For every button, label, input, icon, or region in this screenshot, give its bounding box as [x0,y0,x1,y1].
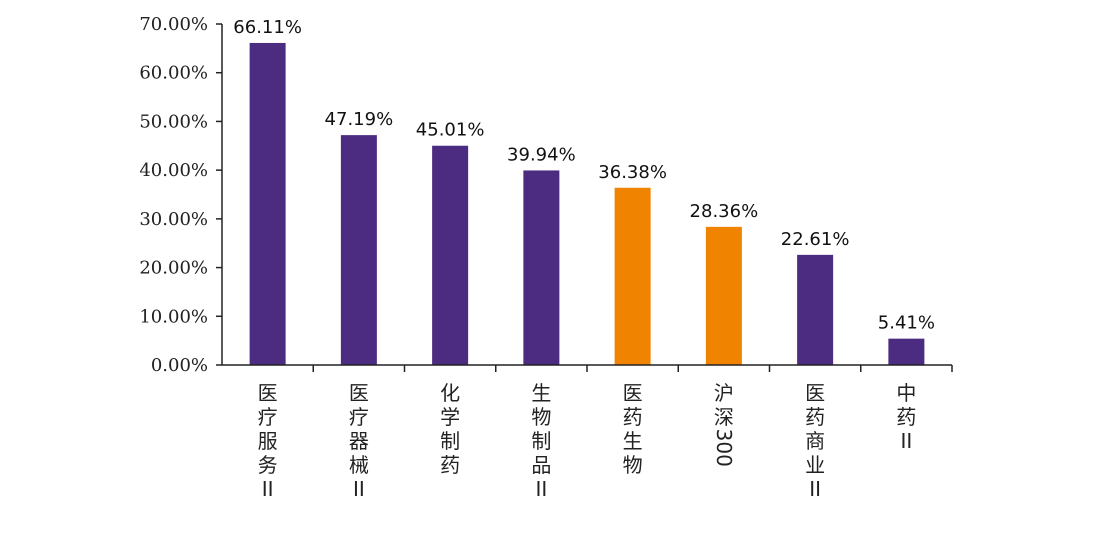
category-glyph: 制 [531,429,551,453]
category-glyph: 业 [805,453,825,477]
data-label: 66.11% [233,17,302,38]
category-glyph: 药 [896,405,916,429]
category-glyph: 中 [896,381,916,405]
y-tick-label: 30.00% [139,209,208,230]
y-tick-label: 10.00% [139,306,208,327]
category-glyph: 300 [712,429,736,467]
data-label: 36.38% [598,162,667,183]
bar [432,145,469,365]
category-label: 医疗器械II医疗器械II [349,381,369,501]
category-glyph: II [262,477,274,501]
y-axis-ticks: 0.00% 10.00% 20.00% 30.00% 40.00% 50.00% 60.00… [139,14,953,376]
category-glyph: 务 [258,453,278,477]
category-glyph: 服 [258,429,278,453]
category-glyph: 生 [623,429,643,453]
category-glyph: 化 [440,381,460,405]
y-tick-label: 60.00% [139,63,208,84]
data-label: 22.61% [781,229,850,250]
category-glyph: II [353,477,365,501]
data-label: 47.19% [325,109,394,130]
y-tick-label: 40.00% [139,160,208,181]
category-label: 医药生物医药生物 [623,381,643,477]
data-label: 39.94% [507,144,576,165]
data-label: 45.01% [416,120,485,141]
category-label: 中药II中药II [896,381,916,453]
bar [797,254,834,365]
category-labels: 医疗服务II医疗服务II医疗器械II医疗器械II化学制药化学制药生物制品II生物… [258,381,917,501]
category-glyph: 医 [805,381,825,405]
category-glyph: 制 [440,429,460,453]
category-label: 医疗服务II医疗服务II [258,381,278,501]
category-glyph: II [535,477,547,501]
category-glyph: 药 [805,405,825,429]
category-glyph: 医 [258,381,278,405]
bar [340,135,377,365]
category-label: 化学制药化学制药 [440,381,460,477]
category-glyph: 商 [805,429,825,453]
y-tick-label: 0.00% [151,355,208,376]
data-labels: 66.11% 47.19% 45.01% 39.94% 36.38% 28.36% 22.6… [233,17,935,334]
category-glyph: 学 [440,405,460,429]
category-glyph: 物 [531,405,551,429]
y-tick-label: 50.00% [139,111,208,132]
bar [705,226,742,365]
category-glyph: 深 [714,405,734,429]
bar [614,187,651,365]
category-glyph: 疗 [258,405,278,429]
category-glyph: 疗 [349,405,369,429]
category-glyph: 械 [349,453,369,477]
category-label: 沪深300沪深300 [712,381,736,467]
bars [249,42,925,365]
category-glyph: II [900,429,912,453]
category-glyph: 医 [349,381,369,405]
data-label: 5.41% [878,313,935,334]
category-label: 生物制品II生物制品II [531,381,551,501]
category-glyph: 沪 [714,381,734,405]
y-tick-label: 70.00% [139,14,208,35]
data-label: 28.36% [690,201,759,222]
y-tick-label: 20.00% [139,258,208,279]
category-glyph: 生 [531,381,551,405]
category-glyph: 医 [623,381,643,405]
bar [249,42,286,365]
category-glyph: 药 [623,405,643,429]
category-glyph: 物 [623,453,643,477]
category-glyph: 器 [349,429,369,453]
bar [888,338,925,365]
bar [523,170,560,365]
category-glyph: 药 [440,453,460,477]
category-glyph: 品 [531,453,551,477]
category-glyph: II [809,477,821,501]
category-label: 医药商业II医药商业II [805,381,825,501]
